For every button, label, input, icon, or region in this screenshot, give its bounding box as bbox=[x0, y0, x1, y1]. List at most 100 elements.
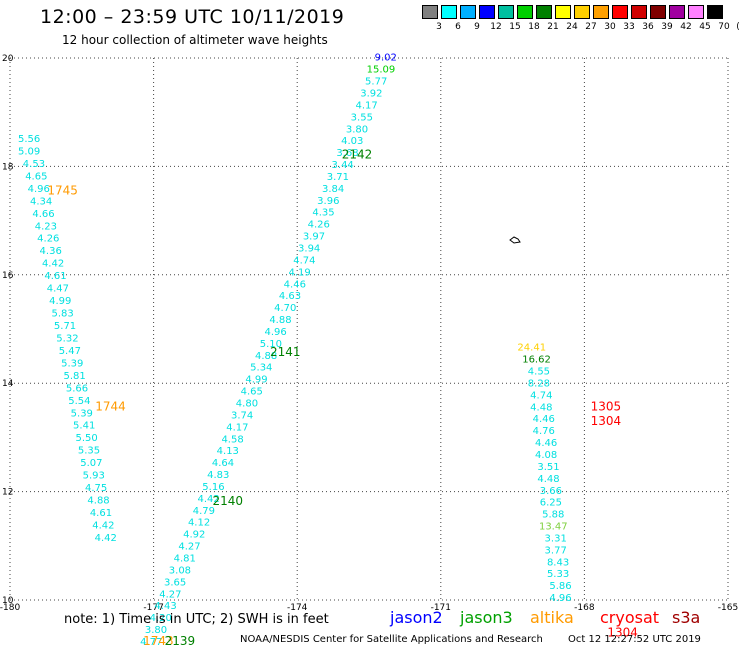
wave-height-value: 15.09 bbox=[367, 65, 396, 76]
color-scale-label: 27 bbox=[585, 22, 597, 32]
wave-height-value: 3.68 bbox=[336, 148, 358, 159]
wave-height-value: 4.79 bbox=[193, 506, 215, 517]
wave-height-value: 4.53 bbox=[23, 159, 45, 170]
wave-height-value: 4.96 bbox=[265, 327, 287, 338]
color-swatch bbox=[631, 5, 647, 19]
wave-height-value: 4.47 bbox=[47, 284, 69, 295]
color-swatch bbox=[555, 5, 571, 19]
wave-height-value: 4.43 bbox=[154, 601, 176, 612]
wave-height-value: 4.03 bbox=[341, 136, 363, 147]
wave-height-value: 4.27 bbox=[178, 542, 200, 553]
color-scale-label: 21 bbox=[547, 22, 559, 32]
wave-height-value: 4.80 bbox=[236, 399, 258, 410]
wave-height-value: 5.33 bbox=[547, 569, 569, 580]
color-swatch bbox=[460, 5, 476, 19]
color-scale-label: 36 bbox=[642, 22, 654, 32]
wave-height-value: 4.42 bbox=[198, 494, 220, 505]
pass-label: 2141 bbox=[270, 345, 301, 359]
wave-height-value: 5.93 bbox=[83, 471, 105, 482]
wave-height-value: 5.47 bbox=[59, 346, 81, 357]
wave-height-value: 4.63 bbox=[279, 291, 301, 302]
x-tick-label: -171 bbox=[431, 603, 451, 613]
color-swatch bbox=[707, 5, 723, 19]
wave-height-value: 4.48 bbox=[530, 402, 552, 413]
wave-height-value: 4.74 bbox=[530, 390, 552, 401]
wave-height-value: 3.71 bbox=[327, 172, 349, 183]
wave-height-value: 5.54 bbox=[68, 396, 90, 407]
wave-height-value: 4.88 bbox=[255, 351, 277, 362]
wave-height-value: 4.19 bbox=[288, 267, 310, 278]
wave-height-value: 5.39 bbox=[61, 358, 83, 369]
wave-height-value: 3.65 bbox=[164, 577, 186, 588]
wave-height-value: 5.10 bbox=[260, 339, 282, 350]
y-tick-label: 16 bbox=[2, 271, 14, 281]
wave-height-value: 4.42 bbox=[42, 259, 64, 270]
wave-height-value: 5.41 bbox=[73, 421, 95, 432]
color-scale-label: 9 bbox=[474, 22, 480, 32]
wave-height-value: 6.25 bbox=[540, 498, 562, 509]
wave-height-value: 5.32 bbox=[56, 333, 78, 344]
wave-height-value: 3.80 bbox=[145, 625, 167, 636]
wave-height-value: 16.62 bbox=[522, 355, 551, 366]
color-swatch bbox=[669, 5, 685, 19]
wave-height-value: 4.76 bbox=[533, 426, 555, 437]
color-swatch bbox=[536, 5, 552, 19]
wave-height-value: 4.64 bbox=[212, 458, 234, 469]
page-title: 12:00 – 23:59 UTC 10/11/2019 bbox=[40, 6, 345, 28]
pass-label: 1304 bbox=[607, 625, 638, 639]
wave-height-value: 4.27 bbox=[159, 589, 181, 600]
pass-label: 2142 bbox=[342, 147, 373, 161]
wave-height-value: 3.96 bbox=[317, 196, 339, 207]
color-scale-label: 70 bbox=[718, 22, 730, 32]
color-scale-label: 6 bbox=[455, 22, 461, 32]
y-tick-label: 10 bbox=[2, 596, 14, 606]
x-tick-label: -174 bbox=[287, 603, 308, 613]
pass-label: 1743 bbox=[143, 634, 174, 648]
wave-height-value: 3.74 bbox=[231, 410, 253, 421]
x-tick-label: -177 bbox=[143, 603, 163, 613]
wave-height-value: 5.34 bbox=[250, 363, 272, 374]
color-swatch bbox=[422, 5, 438, 19]
wave-height-value: 4.34 bbox=[30, 196, 52, 207]
wave-height-value: 4.17 bbox=[226, 422, 248, 433]
wave-height-value: 4.99 bbox=[49, 296, 71, 307]
color-scale-label: (ft) bbox=[736, 22, 740, 32]
color-scale-label: 45 bbox=[699, 22, 711, 32]
pass-label: 1744 bbox=[95, 399, 126, 413]
y-tick-label: 14 bbox=[2, 379, 14, 389]
wave-height-value: 4.70 bbox=[274, 303, 296, 314]
color-swatch bbox=[650, 5, 666, 19]
satellite-legend-item: jason2 bbox=[390, 608, 443, 627]
credit-text: NOAA/NESDIS Center for Satellite Applica… bbox=[240, 634, 543, 645]
satellite-legend-item: jason3 bbox=[460, 608, 513, 627]
wave-height-value: 4.65 bbox=[25, 171, 47, 182]
wave-height-value: 3.84 bbox=[322, 184, 344, 195]
wave-height-value: 5.16 bbox=[202, 482, 224, 493]
wave-height-value: 4.61 bbox=[44, 271, 66, 282]
color-swatch bbox=[574, 5, 590, 19]
y-tick-label: 12 bbox=[2, 488, 13, 498]
wave-height-value: 4.48 bbox=[537, 474, 559, 485]
page-subtitle: 12 hour collection of altimeter wave hei… bbox=[62, 33, 328, 47]
pass-label: 1305 bbox=[591, 399, 622, 413]
wave-height-value: 4.17 bbox=[355, 100, 377, 111]
color-scale-label: 30 bbox=[604, 22, 616, 32]
wave-height-value: 3.80 bbox=[346, 124, 368, 135]
wave-height-value: 8.28 bbox=[528, 378, 550, 389]
footer-note: note: 1) Time is in UTC; 2) SWH is in fe… bbox=[64, 612, 329, 627]
wave-height-value: 3.31 bbox=[545, 533, 567, 544]
wave-height-value: 5.39 bbox=[71, 408, 93, 419]
color-swatch bbox=[479, 5, 495, 19]
color-scale-label: 24 bbox=[566, 22, 578, 32]
wave-height-value: 3.51 bbox=[537, 462, 559, 473]
color-swatch bbox=[688, 5, 704, 19]
wave-height-value: 4.46 bbox=[533, 414, 555, 425]
wave-height-value: 4.77 bbox=[140, 637, 162, 648]
wave-height-value: 4.74 bbox=[293, 255, 315, 266]
color-scale-label: 15 bbox=[509, 22, 521, 32]
wave-height-value: 4.88 bbox=[87, 496, 109, 507]
wave-height-value: 5.35 bbox=[78, 446, 100, 457]
wave-height-value: 4.83 bbox=[207, 470, 229, 481]
color-swatch bbox=[517, 5, 533, 19]
